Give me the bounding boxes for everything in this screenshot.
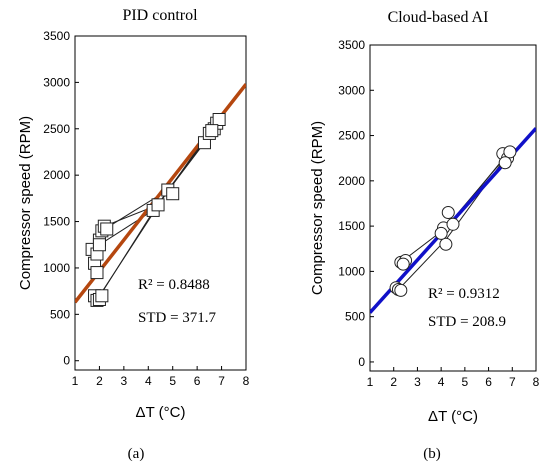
- plot-frame: [74, 35, 247, 371]
- x-axis-label: ΔT (°C): [428, 408, 478, 425]
- x-axis-label: ΔT (°C): [136, 404, 186, 421]
- panel-pid-control: PID control (a) 0 500 1000 1500 2000 2500 3000…: [17, 7, 250, 462]
- y-tick-label: 1000: [338, 264, 365, 278]
- data-point: [151, 198, 165, 212]
- chart-title: PID control: [122, 7, 198, 24]
- x-tick-label: 7: [509, 375, 516, 389]
- panel-caption: (a): [128, 446, 145, 462]
- y-tick-label: 0: [63, 354, 70, 368]
- y-tick-label: 2500: [43, 122, 70, 136]
- x-tick-label: 6: [194, 374, 201, 388]
- r-squared-annotation: R² = 0.9312: [428, 286, 500, 302]
- data-point: [498, 156, 512, 170]
- data-point: [441, 206, 455, 220]
- y-axis-label: Compressor speed (RPM): [309, 121, 326, 295]
- y-tick-label: 2500: [338, 129, 365, 143]
- data-point: [434, 226, 448, 240]
- y-tick-label: 500: [50, 307, 70, 321]
- x-tick-label: 1: [367, 375, 374, 389]
- x-tick-label: 5: [169, 374, 176, 388]
- x-tick-label: 8: [243, 374, 250, 388]
- y-tick-label: 2000: [43, 168, 70, 182]
- x-tick-label: 2: [96, 374, 103, 388]
- x-tick-label: 3: [121, 374, 128, 388]
- panel-cloud-based-ai: Cloud-based AI (b) 0 500 1000 1500 2000 2500 3…: [309, 9, 540, 462]
- x-tick-label: 5: [462, 375, 469, 389]
- x-tick-label: 4: [145, 374, 152, 388]
- std-annotation: STD = 371.7: [138, 310, 217, 326]
- data-point: [439, 237, 453, 251]
- y-tick-label: 3500: [43, 29, 70, 43]
- y-axis-label: Compressor speed (RPM): [17, 116, 34, 290]
- plot-frame: [369, 44, 537, 372]
- data-point: [100, 222, 114, 236]
- x-tick-label: 6: [485, 375, 492, 389]
- x-tick-label: 7: [218, 374, 225, 388]
- plot-area: [370, 127, 536, 314]
- data-point: [446, 217, 460, 231]
- x-tick-label: 2: [390, 375, 397, 389]
- y-tick-label: 3000: [43, 75, 70, 89]
- y-tick-label: 3500: [338, 38, 365, 52]
- data-point: [205, 124, 219, 138]
- x-tick-label: 4: [438, 375, 445, 389]
- plot-area: [75, 83, 246, 307]
- data-point: [394, 283, 408, 297]
- y-tick-label: 0: [358, 355, 365, 369]
- data-point: [212, 113, 226, 126]
- x-tick-label: 8: [533, 375, 540, 389]
- y-tick-label: 1500: [338, 219, 365, 233]
- y-tick-label: 1000: [43, 261, 70, 275]
- x-tick-label: 3: [414, 375, 421, 389]
- x-tick-label: 1: [72, 374, 79, 388]
- data-point: [95, 289, 109, 303]
- y-tick-label: 500: [345, 310, 365, 324]
- data-point: [166, 187, 180, 201]
- y-tick-label: 3000: [338, 83, 365, 97]
- chart-title: Cloud-based AI: [388, 9, 489, 26]
- data-point: [90, 266, 104, 280]
- data-trace: [400, 153, 508, 263]
- y-tick-label: 1500: [43, 215, 70, 229]
- std-annotation: STD = 208.9: [428, 314, 506, 330]
- data-point: [92, 238, 106, 252]
- y-tick-label: 2000: [338, 174, 365, 188]
- data-point: [396, 257, 410, 271]
- data-point: [503, 145, 517, 159]
- r-squared-annotation: R² = 0.8488: [138, 277, 210, 293]
- panel-caption: (b): [423, 446, 441, 462]
